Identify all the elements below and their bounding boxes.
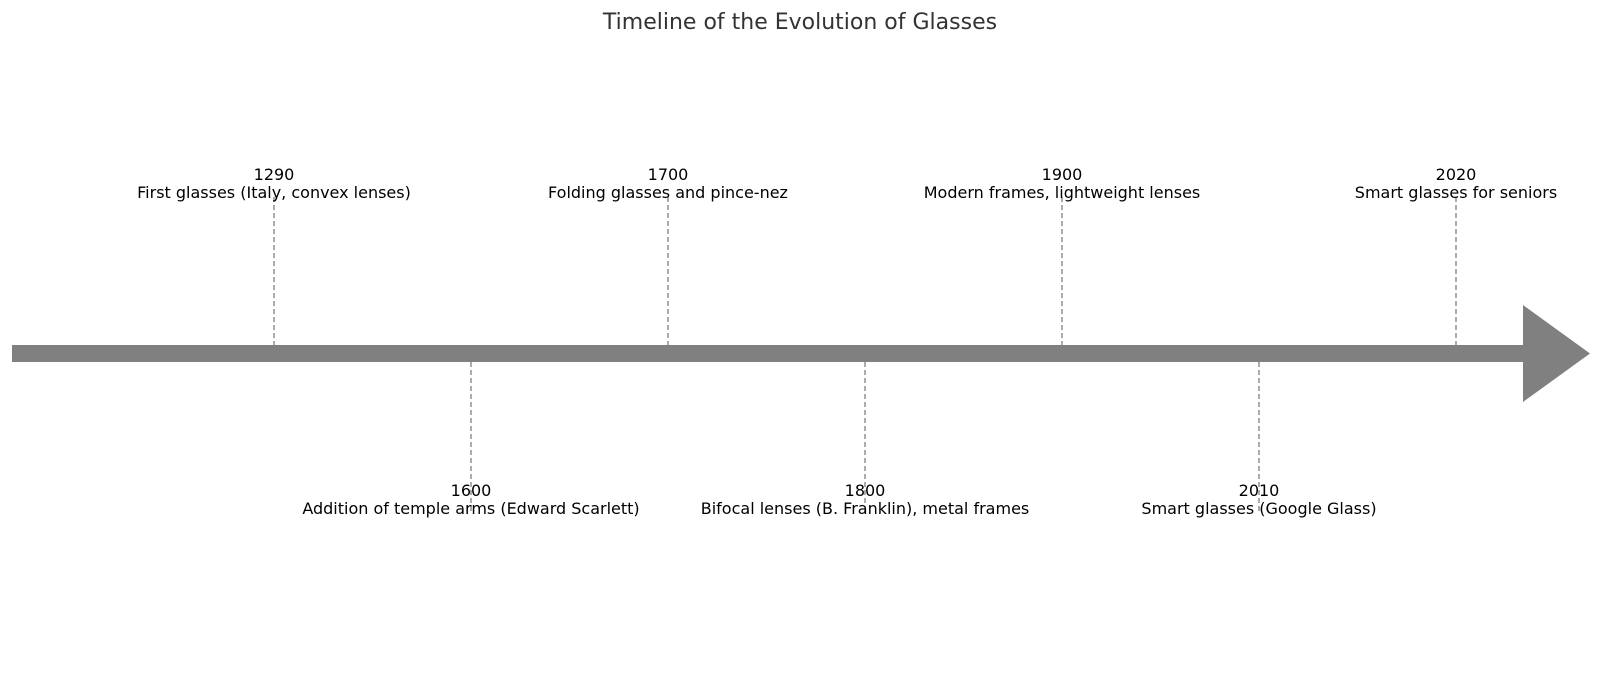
event-description-label: Smart glasses for seniors: [1355, 183, 1557, 202]
event-year-label: 1700: [648, 165, 689, 184]
event-description-label: Addition of temple arms (Edward Scarlett…: [302, 499, 639, 518]
event-year-label: 1900: [1042, 165, 1083, 184]
event-description-label: Folding glasses and pince-nez: [548, 183, 788, 202]
event-year-label: 1800: [845, 481, 886, 500]
connector-lines: [273, 197, 1457, 512]
event-description-label: Bifocal lenses (B. Franklin), metal fram…: [701, 499, 1030, 518]
event-description-label: Smart glasses (Google Glass): [1141, 499, 1376, 518]
page-title: Timeline of the Evolution of Glasses: [602, 10, 997, 35]
event-year-label: 2020: [1436, 165, 1477, 184]
event-description-label: First glasses (Italy, convex lenses): [137, 183, 411, 202]
timeline-bar: [12, 345, 1524, 362]
event-year-label: 2010: [1239, 481, 1280, 500]
event-year-label: 1290: [254, 165, 295, 184]
event-year-label: 1600: [451, 481, 492, 500]
event-description-label: Modern frames, lightweight lenses: [924, 183, 1201, 202]
timeline-arrowhead: [1523, 305, 1590, 402]
timeline-axis: [12, 305, 1590, 402]
